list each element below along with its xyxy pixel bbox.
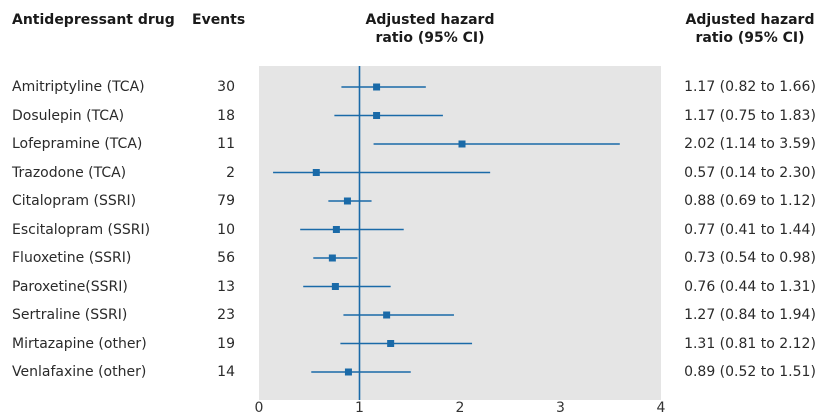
events-column-header: Events: [192, 12, 246, 28]
plot-column-header: Adjusted hazard ratio (95% CI): [345, 11, 515, 47]
drug-name: Lofepramine (TCA): [12, 136, 143, 152]
event-count: 19: [217, 335, 235, 352]
hazard-ratio-marker: [373, 83, 381, 91]
hazard-ratio-marker: [328, 254, 336, 262]
event-count: 56: [217, 250, 235, 266]
x-tick-label: 3: [556, 400, 565, 415]
event-count: 18: [217, 107, 235, 124]
drug-name: Amitriptyline (TCA): [12, 79, 145, 95]
hazard-ratio-ci-text: 0.88 (0.69 to 1.12): [684, 193, 816, 209]
hazard-ratio-marker: [344, 368, 352, 376]
event-count: 79: [217, 193, 235, 209]
hazard-ratio-ci-text: 1.17 (0.75 to 1.83): [684, 107, 816, 124]
drug-name: Venlafaxine (other): [12, 364, 147, 380]
hazard-ratio-marker: [331, 283, 339, 290]
hazard-ratio-marker: [387, 340, 395, 347]
drug-name: Citalopram (SSRI): [12, 193, 137, 209]
drug-name: Dosulepin (TCA): [12, 107, 125, 124]
event-count: 11: [217, 136, 235, 152]
drug-name: Sertraline (SSRI): [12, 307, 128, 323]
plot-column-header-line1: Adjusted hazard: [365, 12, 495, 28]
drug-name: Fluoxetine (SSRI): [12, 250, 132, 266]
x-tick-label: 1: [355, 400, 364, 415]
hazard-ratio-ci-text: 0.89 (0.52 to 1.51): [684, 364, 816, 380]
hazard-ratio-ci-text: 1.31 (0.81 to 2.12): [684, 335, 816, 352]
hazard-ratio-marker: [383, 311, 391, 319]
x-tick-label: 2: [456, 400, 465, 415]
ci-column-header-line2: ratio (95% CI): [695, 30, 805, 46]
x-tick-label: 0: [255, 400, 264, 415]
x-tick-label: 4: [657, 400, 666, 415]
hazard-ratio-ci-text: 0.57 (0.14 to 2.30): [684, 164, 816, 181]
event-count: 30: [217, 79, 235, 95]
event-count: 10: [217, 221, 235, 238]
drug-column-header: Antidepressant drug: [12, 12, 175, 28]
hazard-ratio-ci-text: 1.17 (0.82 to 1.66): [684, 79, 816, 95]
hazard-ratio-ci-text: 0.76 (0.44 to 1.31): [684, 278, 816, 295]
hazard-ratio-marker: [332, 226, 340, 233]
plot-column-header-line2: ratio (95% CI): [375, 30, 485, 46]
hazard-ratio-ci-text: 1.27 (0.84 to 1.94): [684, 307, 816, 323]
hazard-ratio-ci-text: 0.77 (0.41 to 1.44): [684, 221, 816, 238]
event-count: 14: [217, 364, 235, 380]
ci-column-header: Adjusted hazard ratio (95% CI): [660, 11, 839, 47]
drug-name: Paroxetine(SSRI): [12, 278, 128, 295]
hazard-ratio-ci-text: 2.02 (1.14 to 3.59): [684, 136, 816, 152]
hazard-ratio-marker: [343, 197, 351, 205]
event-count: 23: [217, 307, 235, 323]
drug-name: Trazodone (TCA): [12, 164, 127, 181]
plot-panel-background: [259, 66, 661, 400]
hazard-ratio-marker: [312, 169, 320, 176]
event-count: 2: [226, 164, 235, 181]
hazard-ratio-ci-text: 0.73 (0.54 to 0.98): [684, 250, 816, 266]
drug-name: Mirtazapine (other): [12, 335, 147, 352]
drug-name: Escitalopram (SSRI): [12, 221, 151, 238]
event-count: 13: [217, 278, 235, 295]
ci-column-header-line1: Adjusted hazard: [685, 12, 815, 28]
hazard-ratio-marker: [458, 140, 466, 148]
hazard-ratio-marker: [373, 112, 381, 119]
